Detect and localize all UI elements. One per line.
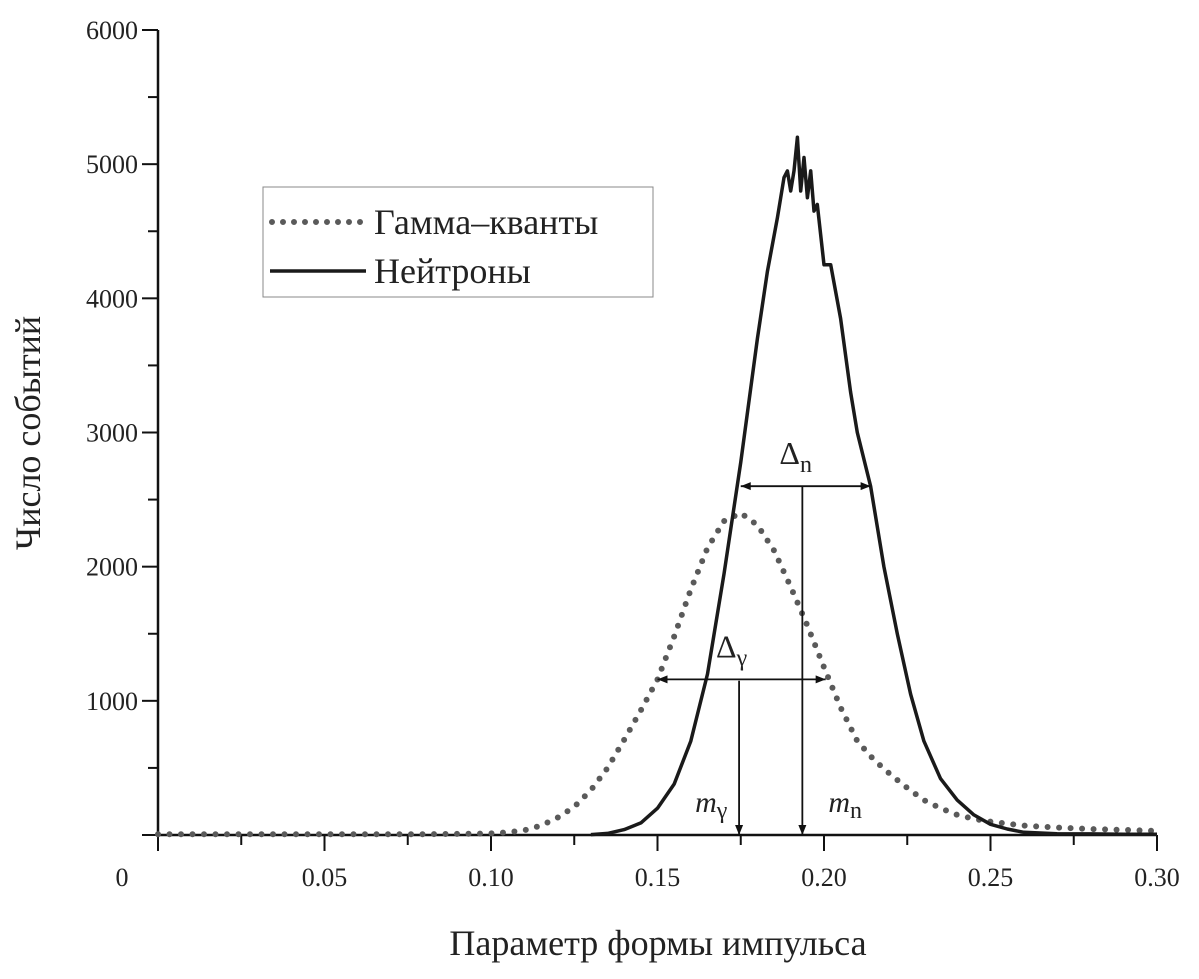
y-axis-label: Число событий xyxy=(8,316,48,550)
annotation-label: Δn xyxy=(779,435,812,478)
annotation-delta-n: Δn xyxy=(740,435,871,491)
legend: Гамма–кванты Нейтроны xyxy=(262,186,654,298)
annotation-label: mγ xyxy=(695,786,728,824)
y-tick-label: 5000 xyxy=(86,150,138,179)
x-tick-label: 0.25 xyxy=(968,863,1014,892)
gamma-series-line xyxy=(155,509,1160,838)
axes: 0.05 0.10 0.15 0.20 0.25 0.30 1000 2000 3000 4000… xyxy=(86,16,1180,892)
legend-label-neutron: Нейтроны xyxy=(374,251,531,291)
origin-label: 0 xyxy=(116,863,129,892)
neutron-series-line xyxy=(590,135,1158,837)
annotation-delta-gamma: Δγ xyxy=(657,628,826,684)
y-tick-label: 3000 xyxy=(86,419,138,448)
y-tick-label: 6000 xyxy=(86,16,138,45)
y-tick-label: 1000 xyxy=(86,687,138,716)
annotation-label: Δγ xyxy=(716,628,748,671)
x-tick-label: 0.05 xyxy=(302,863,348,892)
x-tick-label: 0.15 xyxy=(635,863,681,892)
legend-label-gamma: Гамма–кванты xyxy=(374,202,598,242)
annotation-m-gamma: mγ xyxy=(695,680,744,835)
x-tick-label: 0.30 xyxy=(1134,863,1180,892)
series-layer xyxy=(155,135,1160,838)
x-tick-label: 0.10 xyxy=(468,863,514,892)
annotation-label: mn xyxy=(828,786,862,824)
legend-box xyxy=(262,186,654,298)
annotation-m-n: mn xyxy=(798,486,862,835)
x-axis-label: Параметр формы импульса xyxy=(449,923,866,963)
annotations: Δn Δγ mn mγ xyxy=(657,435,871,835)
y-tick-label: 4000 xyxy=(86,284,138,313)
x-tick-label: 0.20 xyxy=(801,863,847,892)
y-tick-label: 2000 xyxy=(86,553,138,582)
